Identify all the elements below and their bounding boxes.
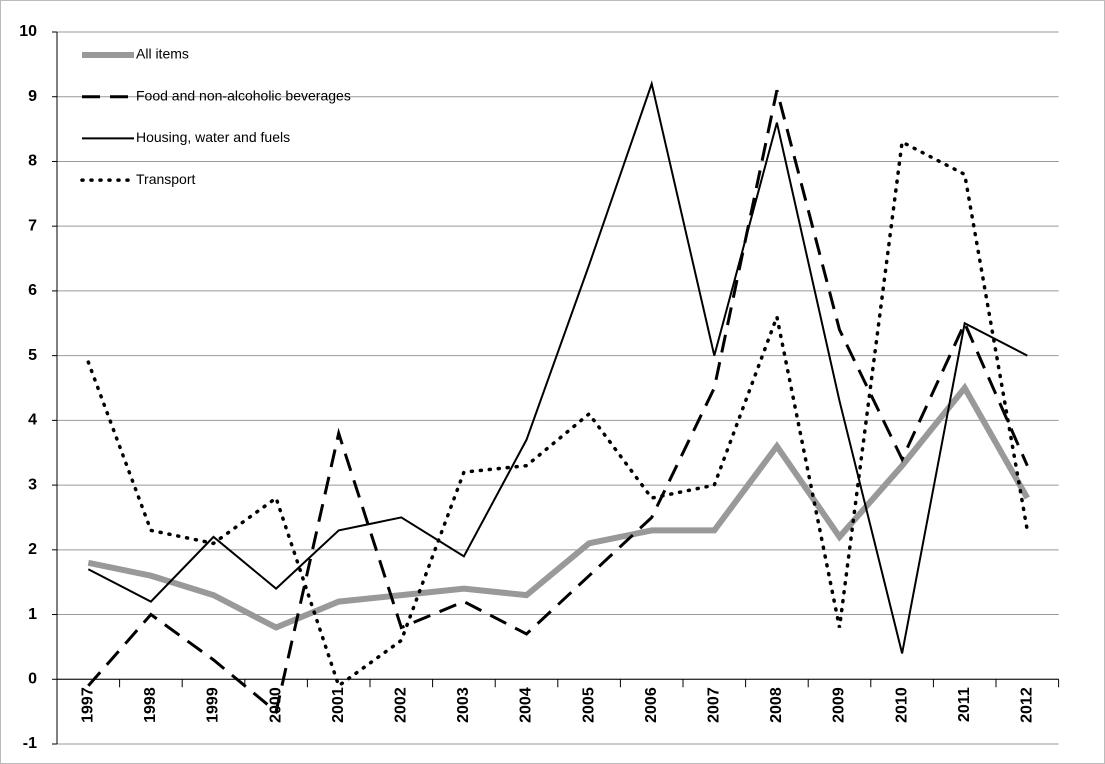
legend-label: Food and non-alcoholic beverages bbox=[136, 87, 351, 103]
series-line bbox=[87, 89, 1029, 715]
x-tick-label: 2003 bbox=[455, 687, 472, 723]
y-tick-label: 6 bbox=[28, 282, 37, 299]
x-tick-label: 1998 bbox=[142, 687, 159, 723]
y-tick-label: 5 bbox=[28, 347, 37, 364]
x-tick-label: 2012 bbox=[1019, 687, 1036, 723]
x-tick-label: 2010 bbox=[893, 687, 910, 723]
y-tick-label: 4 bbox=[28, 412, 37, 429]
y-tick-label: 7 bbox=[28, 217, 37, 234]
x-tick-label: 2011 bbox=[956, 687, 973, 722]
x-tick-label: 1997 bbox=[80, 687, 97, 723]
legend-label: Transport bbox=[136, 171, 196, 187]
y-tick-label: 3 bbox=[28, 476, 37, 493]
x-tick-label: 2008 bbox=[768, 687, 785, 723]
x-tick-label: 1999 bbox=[205, 687, 222, 723]
x-tick-label: 2002 bbox=[393, 687, 410, 723]
x-tick-label: 2006 bbox=[643, 687, 660, 723]
x-tick-label: 2001 bbox=[330, 687, 347, 723]
series-line bbox=[86, 139, 1030, 689]
x-tick-label: 2005 bbox=[580, 687, 597, 723]
x-tick-label: 2009 bbox=[831, 687, 848, 723]
y-tick-label: 8 bbox=[28, 153, 37, 170]
x-tick-label: 2007 bbox=[706, 687, 723, 723]
series-line bbox=[87, 382, 1030, 631]
legend-label: Housing, water and fuels bbox=[136, 129, 290, 145]
y-tick-label: 2 bbox=[28, 541, 37, 558]
y-tick-label: 1 bbox=[28, 606, 37, 623]
legend-label: All items bbox=[136, 46, 189, 62]
y-tick-label: 0 bbox=[28, 670, 37, 687]
x-tick-label: 2004 bbox=[518, 687, 535, 723]
x-tick-label: 2000 bbox=[267, 687, 284, 723]
y-tick-label: 9 bbox=[28, 88, 37, 105]
y-tick-label: 10 bbox=[19, 23, 37, 40]
series-line bbox=[87, 80, 1028, 654]
y-tick-label: -1 bbox=[23, 735, 37, 752]
